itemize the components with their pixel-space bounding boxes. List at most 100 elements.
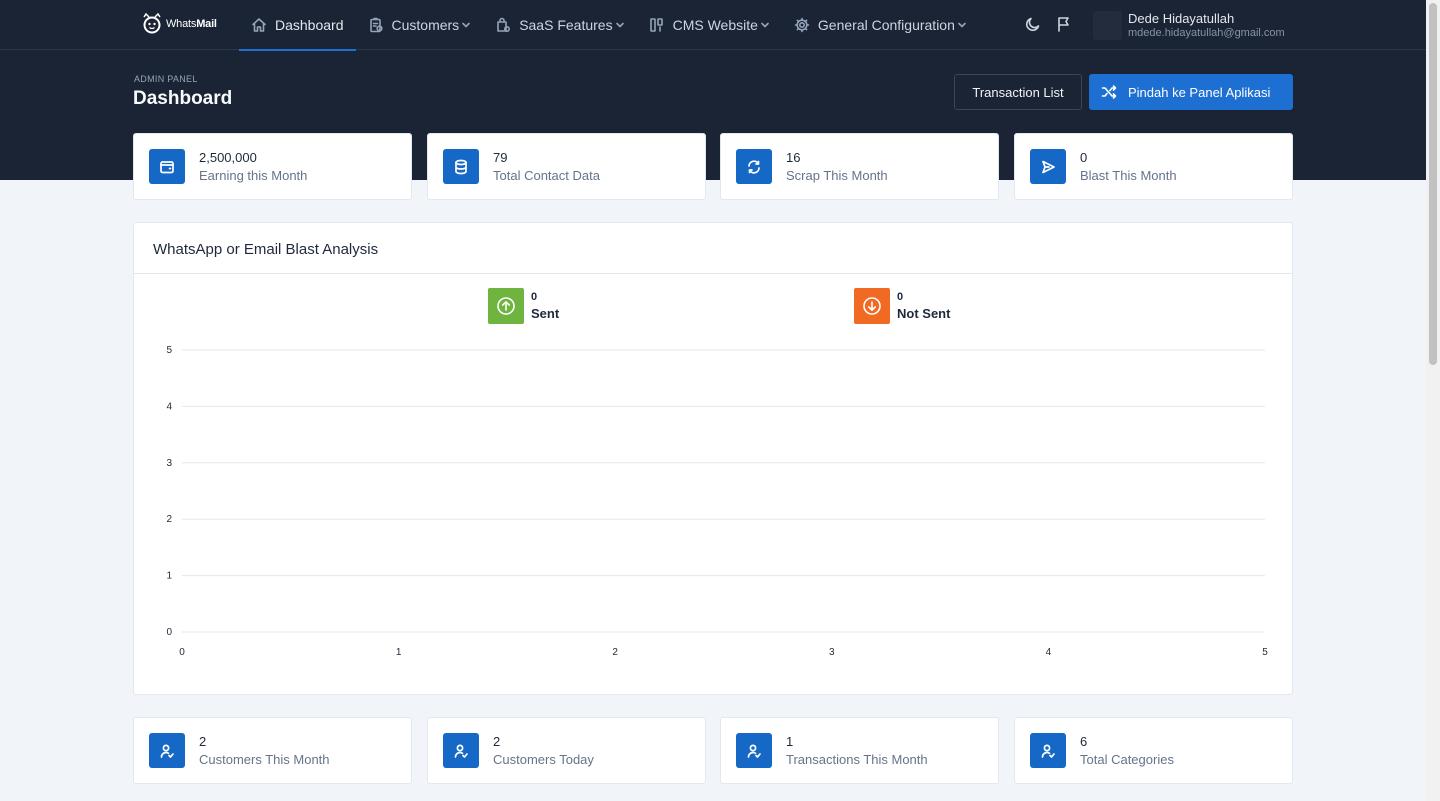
user-check-icon	[747, 744, 761, 758]
y-tick-label: 0	[166, 627, 172, 638]
nav-dashboard-label: Dashboard	[275, 17, 344, 33]
user-check-icon	[160, 744, 174, 758]
x-tick-label: 4	[1046, 647, 1052, 658]
stat-label: Scrap This Month	[786, 168, 888, 183]
wallet-icon	[160, 160, 174, 173]
stat-label: Total Categories	[1080, 752, 1174, 767]
shopping-bag-icon	[497, 17, 511, 33]
legend-not-sent-label: Not Sent	[897, 306, 951, 321]
stat-value: 6	[1080, 734, 1088, 749]
stat-label: Customers This Month	[199, 752, 330, 767]
stat-icon-box	[443, 149, 479, 184]
stat-label: Blast This Month	[1080, 168, 1177, 183]
stat-value: 1	[786, 734, 794, 749]
stat-card-customers-month: 2 Customers This Month	[133, 717, 412, 784]
stat-card-earning: 2,500,000 Earning this Month	[133, 133, 412, 200]
header-icons	[1024, 15, 1073, 33]
user-check-icon	[1041, 744, 1055, 758]
nav-saas-features-label: SaaS Features	[519, 17, 613, 33]
blast-chart: 0 1 2 3 4 5 0 1 2 3 4 5	[166, 345, 1268, 658]
stat-icon-box	[736, 149, 772, 184]
nav-general-configuration[interactable]: General Configuration	[782, 0, 979, 50]
stat-icon-box	[736, 733, 772, 768]
database-icon	[455, 159, 467, 174]
switch-panel-label: Pindah ke Panel Aplikasi	[1128, 84, 1271, 100]
user-menu[interactable]: Dede Hidayatullah mdede.hidayatullah@gma…	[1093, 11, 1285, 40]
nav-customers[interactable]: Customers	[356, 0, 484, 50]
stat-card-contacts: 79 Total Contact Data	[427, 133, 706, 200]
stat-label: Transactions This Month	[786, 752, 928, 767]
chevron-down-icon	[462, 22, 470, 28]
stat-value: 2	[493, 734, 501, 749]
stat-card-transactions-month: 1 Transactions This Month	[720, 717, 999, 784]
chevron-down-icon	[615, 22, 624, 28]
stat-card-customers-today: 2 Customers Today	[427, 717, 706, 784]
x-tick-label: 1	[396, 647, 402, 658]
stat-value: 0	[1080, 150, 1088, 165]
x-tick-label: 3	[829, 647, 835, 658]
stat-card-total-categories: 6 Total Categories	[1014, 717, 1293, 784]
gear-icon	[794, 17, 810, 33]
legend-not-sent: 0 Not Sent	[854, 288, 950, 324]
stat-value: 2,500,000	[199, 150, 257, 165]
y-tick-label: 2	[166, 514, 172, 525]
stat-icon-box	[149, 733, 185, 768]
brand-logo[interactable]: WhatsMail	[141, 13, 217, 35]
moon-icon[interactable]	[1024, 15, 1042, 33]
main-nav: Dashboard Customers SaaS Features CMS We…	[239, 0, 979, 51]
page-title: Dashboard	[133, 88, 233, 109]
stat-label: Earning this Month	[199, 168, 308, 183]
y-tick-label: 3	[166, 458, 172, 469]
page-pretitle: ADMIN PANEL	[134, 74, 198, 84]
nav-general-configuration-label: General Configuration	[817, 17, 955, 33]
nav-cms-website-label: CMS Website	[672, 17, 758, 33]
logo-text-bold: Mail	[196, 18, 217, 30]
top-navbar: WhatsMail Dashboard Customers SaaS Featu…	[0, 0, 1440, 51]
nav-cms-website[interactable]: CMS Website	[637, 0, 782, 50]
stat-icon-box	[149, 149, 185, 184]
nav-saas-features[interactable]: SaaS Features	[483, 0, 636, 50]
scrollbar-thumb[interactable]	[1429, 3, 1437, 365]
logo-icon	[143, 13, 161, 34]
legend-sent: 0 Sent	[488, 288, 559, 324]
x-tick-label: 5	[1262, 647, 1268, 658]
arrow-up-circle-icon	[497, 297, 515, 315]
logo-text-light: Whats	[166, 18, 197, 30]
legend-sent-box	[488, 288, 524, 324]
send-icon	[1042, 160, 1055, 173]
nav-customers-label: Customers	[391, 17, 460, 33]
legend-sent-label: Sent	[531, 306, 560, 321]
blast-analysis-panel: WhatsApp or Email Blast Analysis 0 Sent …	[133, 222, 1293, 695]
avatar	[1093, 11, 1122, 40]
x-tick-label: 0	[179, 647, 185, 658]
refresh-icon	[748, 159, 760, 174]
flag-icon[interactable]	[1055, 15, 1073, 33]
transaction-list-button[interactable]: Transaction List	[954, 74, 1082, 110]
columns-icon	[649, 18, 663, 32]
y-tick-label: 4	[166, 401, 172, 412]
stat-card-blast: 0 Blast This Month	[1014, 133, 1293, 200]
clipboard-user-icon	[369, 17, 383, 33]
user-name: Dede Hidayatullah	[1128, 11, 1235, 26]
user-email: mdede.hidayatullah@gmail.com	[1128, 27, 1285, 39]
shuffle-icon	[1101, 85, 1117, 99]
x-tick-label: 2	[612, 647, 618, 658]
y-tick-label: 5	[166, 345, 172, 356]
stat-card-scrap: 16 Scrap This Month	[720, 133, 999, 200]
arrow-down-circle-icon	[863, 297, 881, 315]
stat-icon-box	[1030, 733, 1066, 768]
legend-not-sent-box	[854, 288, 890, 324]
stat-icon-box	[1030, 149, 1066, 184]
chevron-down-icon	[958, 22, 966, 28]
panel-title: WhatsApp or Email Blast Analysis	[134, 223, 1292, 274]
stat-icon-box	[443, 733, 479, 768]
stat-value: 79	[493, 150, 508, 165]
switch-panel-button[interactable]: Pindah ke Panel Aplikasi	[1089, 74, 1293, 110]
home-icon	[252, 18, 266, 32]
nav-dashboard[interactable]: Dashboard	[239, 0, 356, 51]
stat-value: 2	[199, 734, 207, 749]
stat-label: Customers Today	[493, 752, 594, 767]
stat-value: 16	[786, 150, 801, 165]
legend-not-sent-value: 0	[897, 291, 904, 303]
legend-sent-value: 0	[531, 291, 538, 303]
